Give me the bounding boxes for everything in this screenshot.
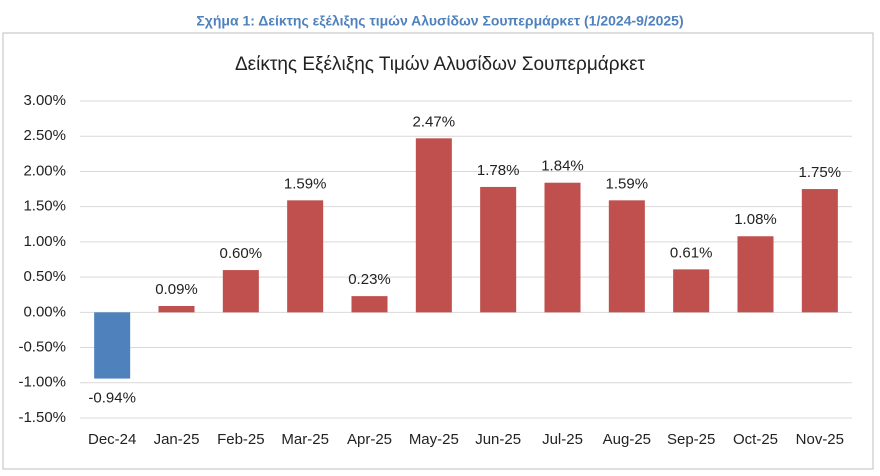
value-label: 0.23% xyxy=(348,271,391,288)
chart-title: Δείκτης Εξέλιξης Τιμών Αλυσίδων Σουπερμά… xyxy=(235,54,646,75)
bar xyxy=(608,200,645,313)
x-tick-label: Nov-25 xyxy=(796,431,844,448)
value-label: 2.47% xyxy=(413,113,456,130)
value-label: -0.94% xyxy=(88,390,136,407)
value-label: 0.60% xyxy=(220,245,263,262)
x-tick-label: May-25 xyxy=(409,431,459,448)
x-tick-label: Oct-25 xyxy=(733,431,778,448)
x-tick-label: Jan-25 xyxy=(154,431,200,448)
value-label: 1.75% xyxy=(799,164,842,181)
chart-border xyxy=(2,32,874,470)
y-tick-label: -1.00% xyxy=(18,374,66,391)
y-tick-label: 2.00% xyxy=(23,162,66,179)
bar xyxy=(415,138,452,313)
bar xyxy=(158,305,195,313)
caption: Σχήμα 1: Δείκτης εξέλιξης τιμών Αλυσίδων… xyxy=(196,13,683,29)
y-tick-label: 1.50% xyxy=(23,198,66,215)
bar xyxy=(351,296,388,313)
y-tick-label: 1.00% xyxy=(23,233,66,250)
x-tick-label: Apr-25 xyxy=(347,431,392,448)
bar xyxy=(737,236,774,313)
bar xyxy=(480,186,517,313)
y-tick-label: 0.00% xyxy=(23,303,66,320)
value-label: 1.84% xyxy=(541,158,584,175)
x-tick-label: Aug-25 xyxy=(603,431,651,448)
y-tick-label: 2.50% xyxy=(23,127,66,144)
value-label: 1.59% xyxy=(284,175,327,192)
bar xyxy=(544,182,581,313)
x-tick-label: Sep-25 xyxy=(667,431,715,448)
bar xyxy=(801,189,838,313)
y-tick-label: -1.50% xyxy=(18,409,66,426)
x-tick-label: Dec-24 xyxy=(88,431,136,448)
y-tick-label: 0.50% xyxy=(23,268,66,285)
x-tick-label: Jul-25 xyxy=(542,431,583,448)
value-label: 1.78% xyxy=(477,162,520,179)
x-tick-label: Feb-25 xyxy=(217,431,265,448)
x-tick-label: Mar-25 xyxy=(281,431,329,448)
value-label: 1.59% xyxy=(606,175,649,192)
bar xyxy=(222,270,259,313)
value-label: 0.09% xyxy=(155,281,198,298)
y-tick-label: -0.50% xyxy=(18,339,66,356)
bar xyxy=(287,200,324,313)
bar xyxy=(94,312,131,379)
x-tick-label: Jun-25 xyxy=(475,431,521,448)
value-label: 0.61% xyxy=(670,244,713,261)
bar xyxy=(673,269,710,313)
y-tick-label: 3.00% xyxy=(23,92,66,109)
value-label: 1.08% xyxy=(734,211,777,228)
